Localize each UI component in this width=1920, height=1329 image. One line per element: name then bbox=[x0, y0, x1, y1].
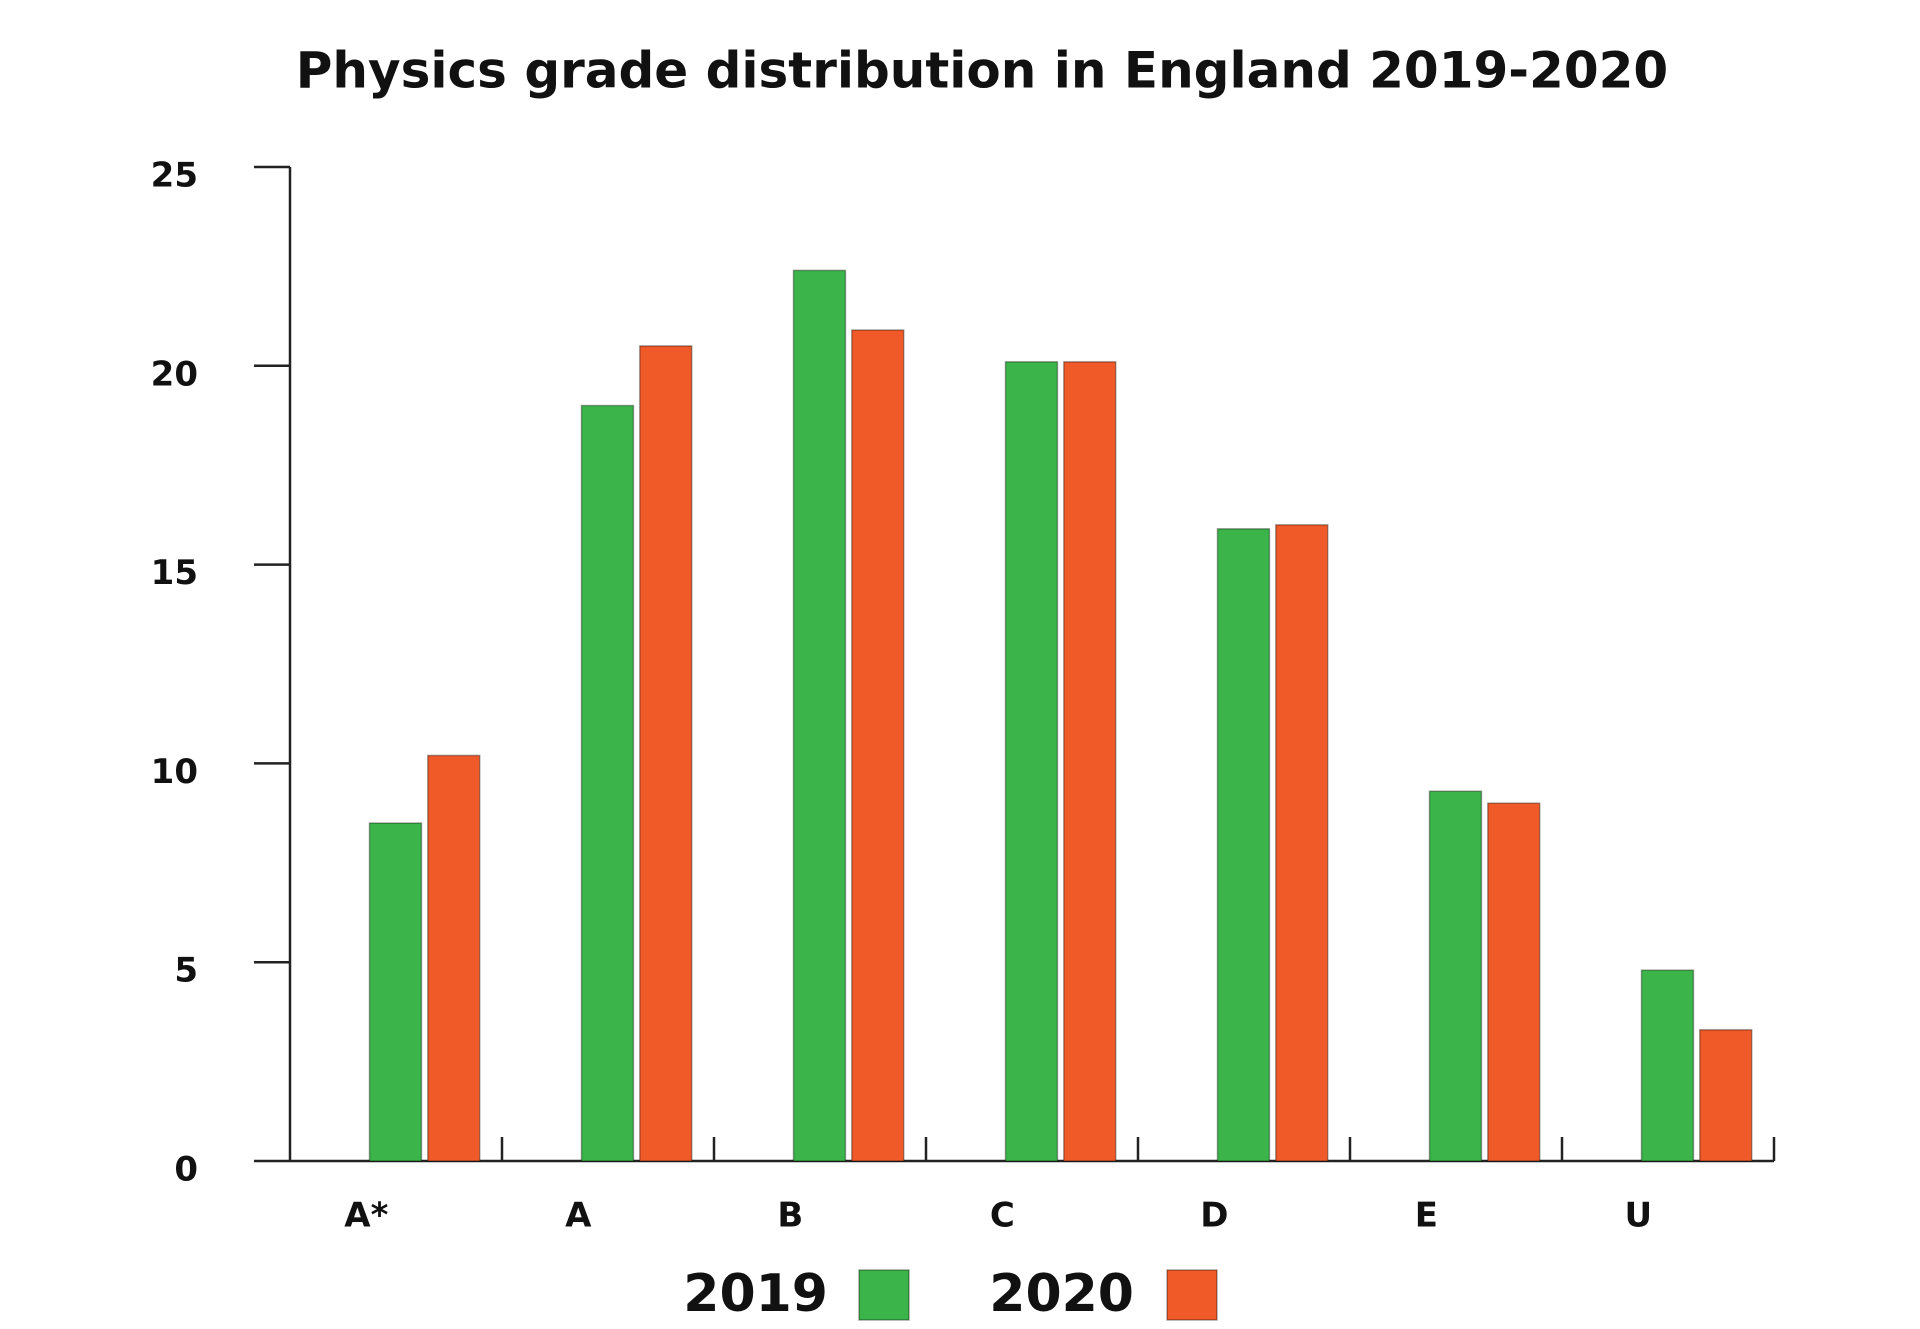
bar bbox=[1275, 524, 1329, 1162]
legend-label: 2019 bbox=[683, 1264, 828, 1324]
legend-swatch bbox=[858, 1269, 910, 1321]
y-tick-label: 20 bbox=[151, 354, 198, 394]
bar bbox=[792, 269, 847, 1162]
bar bbox=[580, 404, 635, 1162]
bar bbox=[427, 754, 481, 1162]
bar bbox=[639, 345, 693, 1162]
bar bbox=[368, 822, 423, 1162]
bar bbox=[1487, 802, 1541, 1162]
x-tick-label: D bbox=[1200, 1196, 1228, 1236]
legend-label: 2020 bbox=[989, 1264, 1134, 1324]
x-tick-label: A* bbox=[344, 1196, 388, 1236]
bar bbox=[1216, 528, 1271, 1162]
legend-swatch bbox=[1166, 1269, 1218, 1321]
x-tick-label: E bbox=[1415, 1196, 1438, 1236]
x-tick-label: C bbox=[990, 1196, 1015, 1236]
x-tick-label: A bbox=[565, 1196, 592, 1236]
bar bbox=[1699, 1029, 1753, 1162]
bar bbox=[1004, 361, 1059, 1162]
y-tick-label: 25 bbox=[151, 156, 198, 196]
bar bbox=[1428, 790, 1483, 1162]
bar bbox=[851, 329, 905, 1162]
chart-title: Physics grade distribution in England 20… bbox=[296, 42, 1668, 100]
y-tick-label: 15 bbox=[151, 553, 198, 593]
x-tick-label: U bbox=[1625, 1196, 1653, 1236]
bar bbox=[1063, 361, 1117, 1162]
x-tick-label: B bbox=[777, 1196, 803, 1236]
bar bbox=[1640, 969, 1695, 1162]
y-tick-label: 0 bbox=[174, 1150, 198, 1190]
y-tick-label: 10 bbox=[151, 752, 198, 792]
y-tick-label: 5 bbox=[174, 951, 198, 991]
